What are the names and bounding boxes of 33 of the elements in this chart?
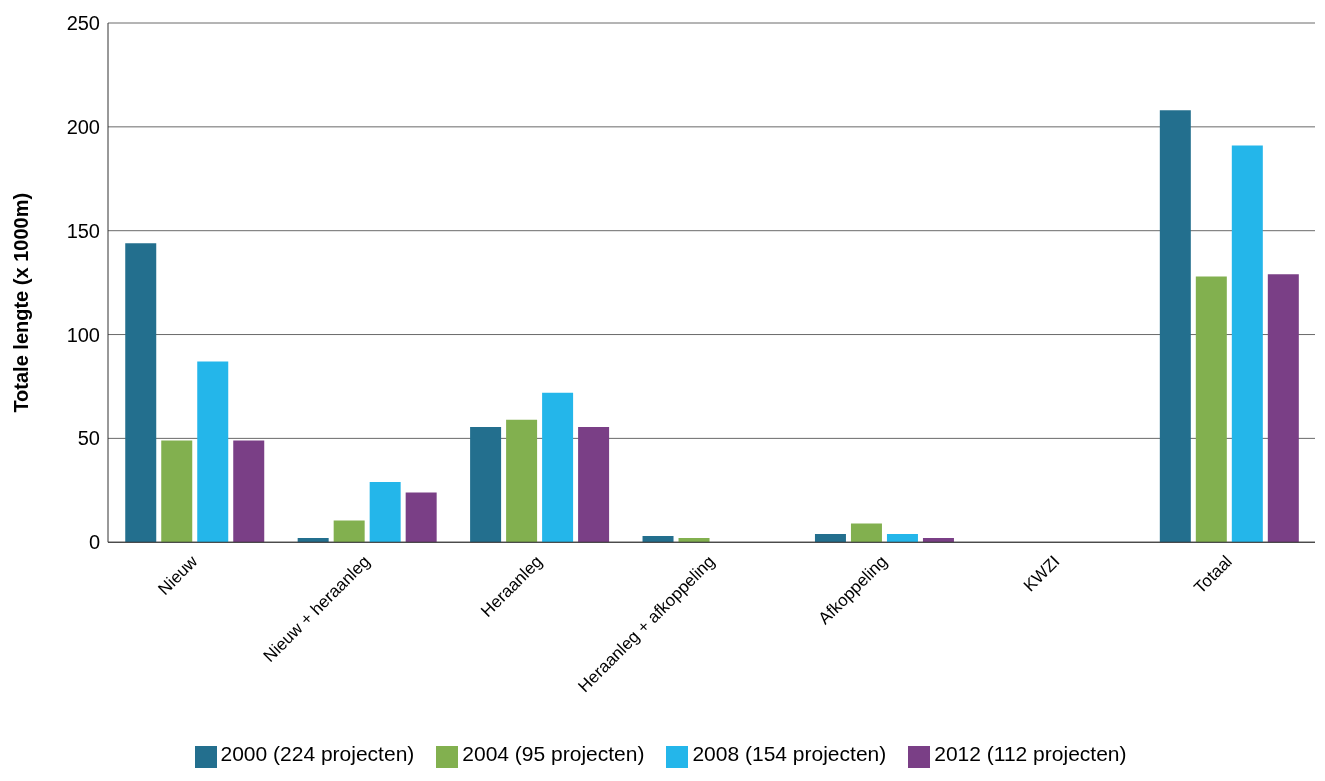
bar bbox=[197, 361, 229, 543]
bar bbox=[1159, 110, 1191, 543]
bar bbox=[542, 392, 574, 543]
legend-label: 2012 (112 projecten) bbox=[934, 742, 1127, 766]
bar bbox=[886, 533, 918, 543]
y-tick-label: 250 bbox=[66, 12, 100, 35]
y-tick-label: 50 bbox=[77, 427, 100, 450]
bar bbox=[578, 426, 610, 543]
legend-label: 2008 (154 projecten) bbox=[692, 742, 887, 766]
legend-label: 2004 (95 projecten) bbox=[462, 742, 645, 766]
bar bbox=[850, 523, 882, 543]
bar bbox=[369, 482, 401, 543]
bar bbox=[1195, 276, 1227, 543]
bar bbox=[922, 538, 954, 543]
bar bbox=[161, 440, 193, 543]
bar bbox=[506, 419, 538, 543]
y-axis-title: Totale lengte (x 1000m) bbox=[10, 192, 33, 413]
y-tick-label: 200 bbox=[66, 115, 100, 138]
bar bbox=[642, 536, 674, 543]
bar bbox=[814, 533, 846, 543]
bar bbox=[233, 440, 265, 543]
y-tick-label: 0 bbox=[88, 531, 100, 554]
bar bbox=[125, 243, 157, 543]
bar bbox=[405, 492, 437, 543]
bar bbox=[678, 538, 710, 543]
bar bbox=[297, 538, 329, 543]
legend-label: 2000 (224 projecten) bbox=[220, 742, 415, 766]
y-tick-label: 100 bbox=[66, 323, 100, 346]
bar bbox=[1267, 274, 1299, 543]
y-tick-label: 150 bbox=[66, 219, 100, 242]
bar bbox=[333, 520, 365, 543]
bar bbox=[470, 426, 502, 543]
bar bbox=[1231, 145, 1263, 543]
